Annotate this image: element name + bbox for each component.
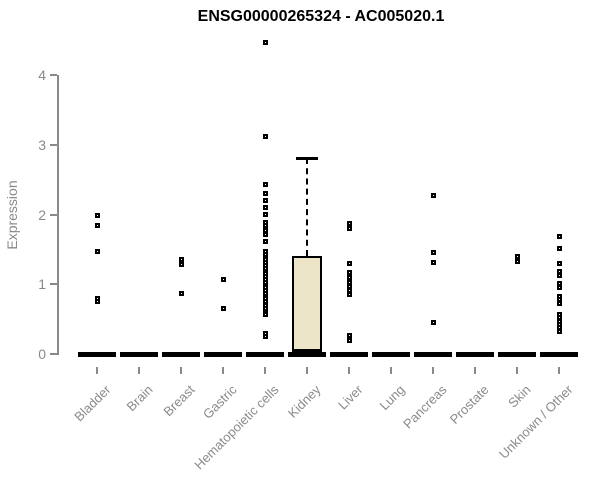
data-point xyxy=(262,40,268,46)
y-axis-tick xyxy=(50,74,57,77)
y-tick-label: 1 xyxy=(38,276,46,293)
data-point xyxy=(556,300,562,306)
data-point xyxy=(94,222,100,228)
zero-expression-dash xyxy=(372,351,410,357)
boxplot-median-line xyxy=(292,349,322,355)
data-point xyxy=(262,134,268,140)
data-point xyxy=(556,285,562,291)
data-point xyxy=(346,270,352,275)
zero-expression-dash xyxy=(414,351,452,357)
x-axis-tick xyxy=(516,367,518,374)
data-point xyxy=(346,337,352,343)
data-point xyxy=(346,274,352,280)
data-point xyxy=(262,227,268,233)
data-point xyxy=(262,312,268,318)
y-tick-label: 0 xyxy=(38,346,46,362)
data-point xyxy=(346,260,352,266)
data-point xyxy=(346,279,352,285)
data-point xyxy=(556,273,562,279)
data-point xyxy=(262,204,268,210)
x-axis-tick xyxy=(348,367,350,374)
data-point xyxy=(220,305,226,311)
zero-expression-dash xyxy=(162,351,200,357)
data-point xyxy=(430,249,436,255)
zero-expression-dash xyxy=(540,351,578,357)
data-point xyxy=(262,181,268,187)
data-point xyxy=(262,198,268,204)
zero-expression-dash xyxy=(498,351,536,357)
data-point xyxy=(262,231,268,237)
x-axis-tick xyxy=(390,367,392,374)
y-tick-label: 3 xyxy=(38,137,46,154)
data-point xyxy=(94,298,100,304)
data-point xyxy=(94,249,100,255)
data-point xyxy=(262,223,268,229)
data-point xyxy=(514,253,520,259)
zero-expression-dash xyxy=(456,351,494,357)
zero-expression-dash xyxy=(78,351,116,357)
data-point xyxy=(262,334,268,340)
x-axis-tick xyxy=(432,367,434,374)
x-axis-tick xyxy=(474,367,476,374)
zero-expression-dash xyxy=(246,351,284,357)
data-point xyxy=(178,262,184,268)
data-point xyxy=(556,269,562,275)
y-axis-tick xyxy=(50,144,57,147)
chart-title: ENSG00000265324 - AC005020.1 xyxy=(197,8,445,25)
x-axis-tick xyxy=(138,367,140,374)
x-axis-tick xyxy=(222,367,224,374)
data-point xyxy=(178,290,184,296)
boxplot-box xyxy=(292,255,322,354)
data-point xyxy=(262,212,268,218)
x-axis-tick xyxy=(264,367,266,374)
x-axis-tick xyxy=(306,367,308,374)
data-point xyxy=(220,276,226,282)
zero-expression-dash xyxy=(330,351,368,357)
data-point xyxy=(430,320,436,326)
data-point xyxy=(514,258,520,264)
data-point xyxy=(178,256,184,262)
y-axis-tick xyxy=(50,213,57,216)
data-point xyxy=(262,239,268,245)
y-tick-label: 2 xyxy=(38,206,46,223)
y-axis-tick xyxy=(50,353,57,355)
data-point xyxy=(556,328,562,334)
data-point xyxy=(346,220,352,226)
data-point xyxy=(430,192,436,198)
data-point xyxy=(556,260,562,266)
data-point xyxy=(346,226,352,232)
data-point xyxy=(556,281,562,287)
data-point xyxy=(94,212,100,218)
data-point xyxy=(556,234,562,240)
boxplot-whisker xyxy=(306,158,308,256)
x-axis-tick xyxy=(180,367,182,374)
data-point xyxy=(556,245,562,251)
x-axis-tick xyxy=(558,367,560,374)
y-tick-label: 4 xyxy=(38,67,46,84)
data-point xyxy=(346,333,352,339)
data-point xyxy=(346,288,352,294)
data-point xyxy=(262,190,268,196)
y-axis-tick xyxy=(50,283,57,286)
zero-expression-dash xyxy=(204,351,242,357)
data-point xyxy=(346,283,352,289)
y-axis-line xyxy=(57,75,59,355)
data-point xyxy=(430,259,436,265)
zero-expression-dash xyxy=(120,351,158,357)
data-point xyxy=(346,292,352,298)
x-axis-tick xyxy=(96,367,98,374)
boxplot-whisker-cap xyxy=(296,157,318,161)
